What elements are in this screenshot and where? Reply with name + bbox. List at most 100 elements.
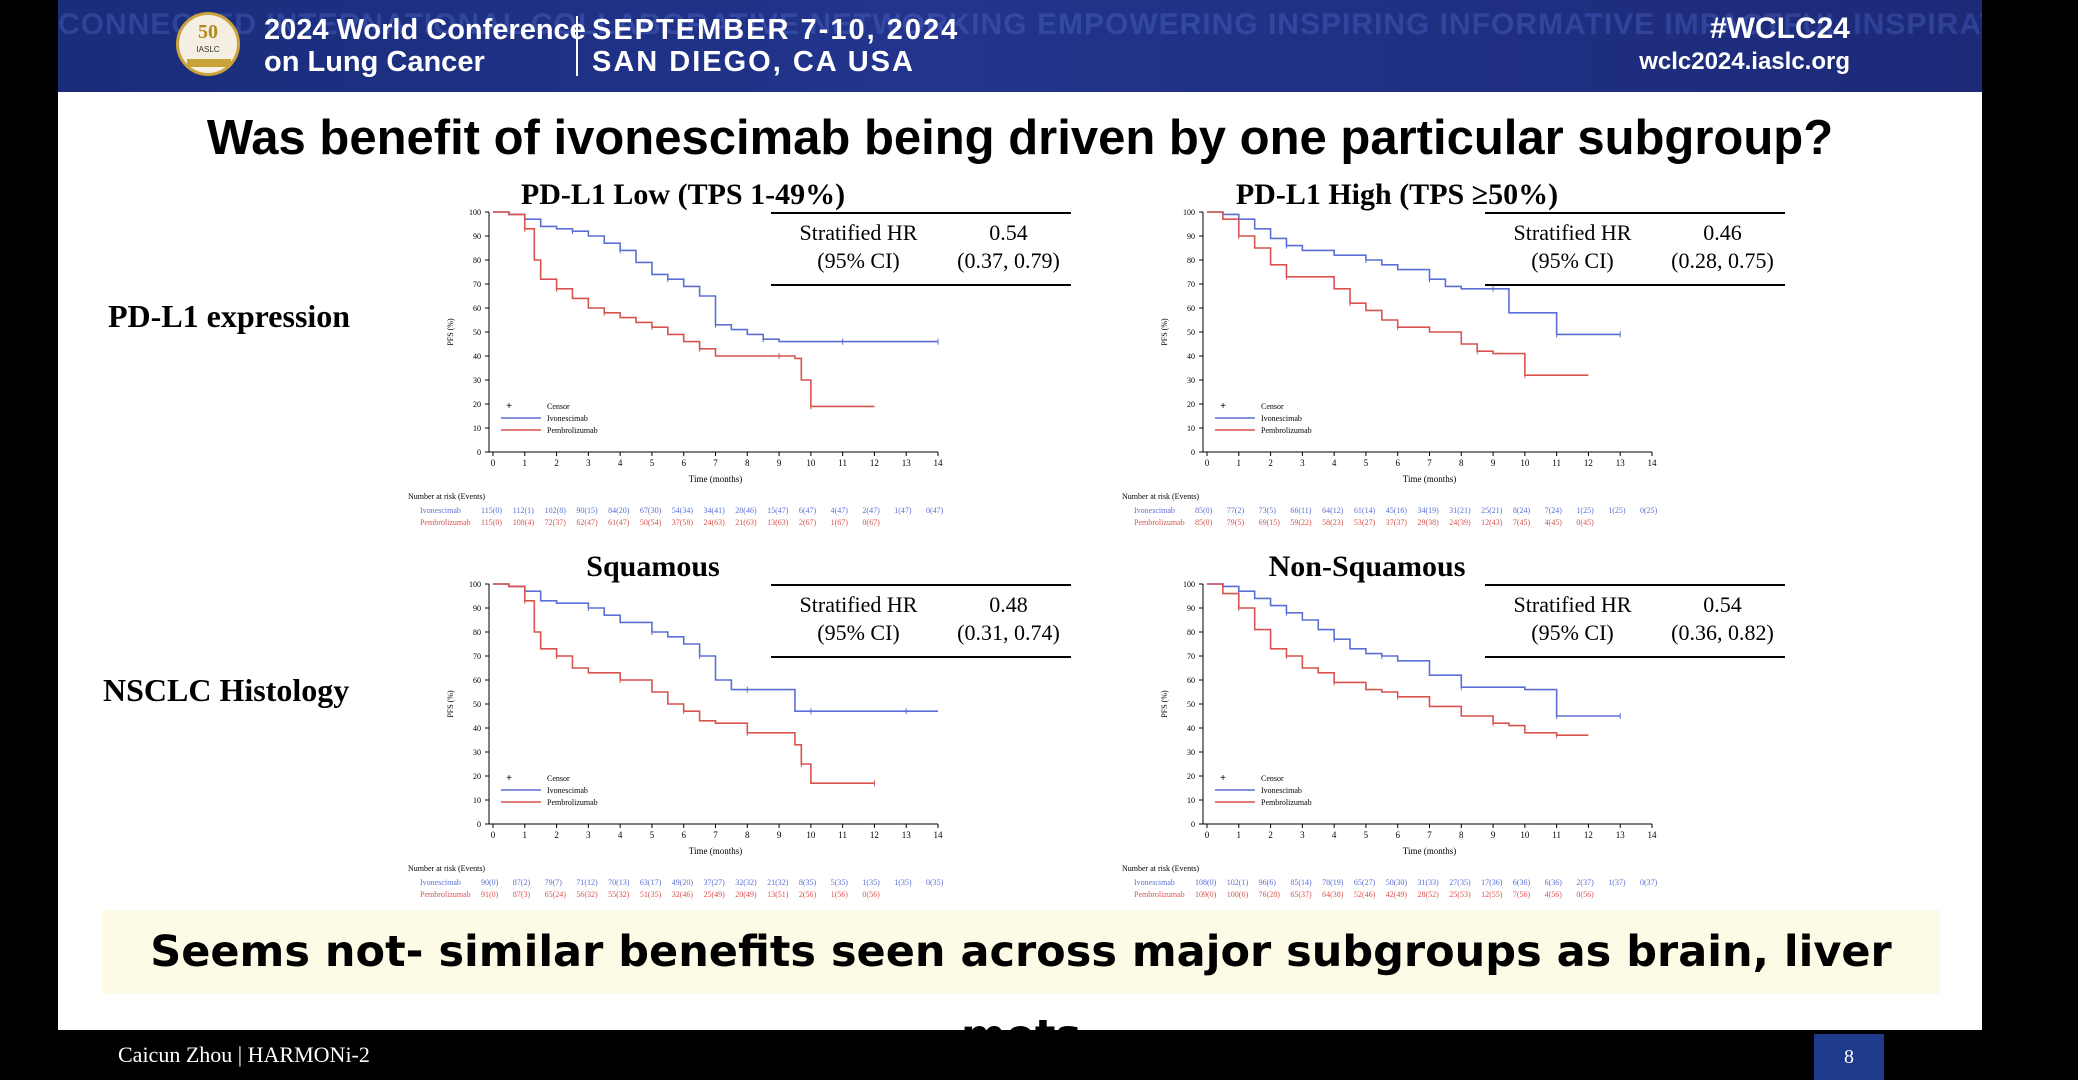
x-tick-label: 9: [1491, 830, 1496, 840]
risk-cell: 72(37): [544, 518, 566, 527]
risk-cell: 49(20): [671, 878, 694, 887]
risk-table-title: Number at risk (Events): [1122, 864, 1200, 873]
risk-row-name: Ivonescimab: [420, 878, 461, 887]
hr-value: 0.48: [989, 592, 1028, 617]
x-tick-label: 10: [1520, 458, 1530, 468]
x-tick-label: 3: [586, 458, 591, 468]
x-tick-label: 3: [586, 830, 591, 840]
x-tick-label: 11: [838, 830, 847, 840]
risk-cell: 5(35): [830, 878, 848, 887]
x-tick-label: 2: [1268, 830, 1273, 840]
x-tick-label: 5: [1364, 458, 1369, 468]
x-tick-label: 0: [1205, 830, 1210, 840]
x-tick-label: 7: [713, 458, 718, 468]
hr-value: 0.54: [1703, 592, 1742, 617]
hr-label: Stratified HR: [799, 220, 918, 245]
y-tick-label: 60: [1187, 676, 1195, 685]
risk-cell: 1(25): [1608, 506, 1626, 515]
y-tick-label: 30: [473, 748, 481, 757]
risk-cell: 54(34): [671, 506, 694, 515]
y-tick-label: 40: [473, 724, 481, 733]
risk-row-name: Pembrolizumab: [1134, 518, 1185, 527]
y-tick-label: 50: [473, 700, 481, 709]
ci-label: (95% CI): [817, 248, 900, 273]
risk-cell: 34(19): [1417, 506, 1439, 515]
legend-censor-symbol: +: [506, 773, 512, 784]
y-tick-label: 100: [469, 208, 481, 217]
ci-value: (0.36, 0.82): [1671, 620, 1774, 645]
risk-cell: 21(32): [767, 878, 789, 887]
hazard-ratio-box: Stratified HR 0.48 (95% CI) (0.31, 0.74): [771, 584, 1071, 658]
row-label-pdl1: PD-L1 expression: [108, 298, 351, 334]
x-tick-label: 13: [902, 830, 912, 840]
km-curve-ivonescimab: [493, 211, 938, 343]
risk-cell: 6(36): [1512, 878, 1531, 887]
risk-cell: 1(37): [1608, 878, 1626, 887]
risk-cell: 32(46): [671, 890, 694, 899]
risk-cell: 17(36): [1481, 878, 1503, 887]
y-axis-label: PFS (%): [1160, 690, 1169, 718]
risk-cell: 37(37): [1385, 518, 1408, 527]
risk-cell: 69(15): [1258, 518, 1280, 527]
x-tick-label: 13: [902, 458, 912, 468]
risk-cell: 63(17): [639, 878, 662, 887]
risk-cell: 85(0): [1195, 506, 1213, 515]
risk-cell: 32(32): [735, 878, 757, 887]
y-tick-label: 60: [473, 304, 481, 313]
risk-cell: 65(24): [544, 890, 566, 899]
y-tick-label: 50: [1187, 700, 1195, 709]
risk-cell: 4(45): [1544, 518, 1562, 527]
risk-cell: 37(27): [703, 878, 725, 887]
risk-cell: 37(58): [671, 518, 694, 527]
risk-cell: 76(28): [1258, 890, 1280, 899]
x-tick-label: 1: [523, 830, 528, 840]
risk-cell: 102(8): [544, 506, 566, 515]
y-tick-label: 10: [1187, 424, 1195, 433]
risk-cell: 61(47): [608, 518, 630, 527]
y-tick-label: 40: [1187, 352, 1195, 361]
risk-table-title: Number at risk (Events): [408, 492, 486, 501]
x-tick-label: 12: [870, 830, 879, 840]
legend-label: Pembrolizumab: [547, 426, 598, 435]
y-axis-label: PFS (%): [446, 690, 455, 718]
risk-row-name: Ivonescimab: [420, 506, 461, 515]
risk-cell: 1(47): [894, 506, 912, 515]
x-tick-label: 14: [934, 458, 944, 468]
risk-cell: 96(6): [1258, 878, 1276, 887]
x-tick-label: 2: [554, 830, 559, 840]
legend-label: Ivonescimab: [547, 414, 588, 423]
risk-cell: 0(67): [862, 518, 880, 527]
risk-cell: 25(21): [1481, 506, 1503, 515]
risk-cell: 0(56): [862, 890, 880, 899]
x-tick-label: 7: [713, 830, 718, 840]
x-tick-label: 5: [1364, 830, 1369, 840]
summary-callout: Seems not- similar benefits seen across …: [102, 910, 1940, 1061]
risk-cell: 1(25): [1576, 506, 1594, 515]
risk-cell: 24(63): [703, 518, 725, 527]
risk-cell: 87(3): [512, 890, 531, 899]
risk-cell: 85(0): [1195, 518, 1213, 527]
x-tick-label: 11: [1552, 830, 1561, 840]
x-tick-label: 13: [1616, 830, 1626, 840]
risk-cell: 2(67): [798, 518, 817, 527]
y-tick-label: 20: [1187, 772, 1195, 781]
y-tick-label: 90: [473, 232, 481, 241]
legend-label: Ivonescimab: [1261, 786, 1302, 795]
risk-cell: 24(39): [1449, 518, 1471, 527]
x-tick-label: 7: [1427, 830, 1432, 840]
risk-cell: 90(15): [576, 506, 598, 515]
hazard-ratio-box: Stratified HR 0.46 (95% CI) (0.28, 0.75): [1485, 212, 1785, 286]
y-tick-label: 10: [473, 796, 481, 805]
risk-cell: 0(56): [1576, 890, 1594, 899]
ci-label: (95% CI): [1531, 620, 1614, 645]
y-tick-label: 10: [473, 424, 481, 433]
risk-cell: 34(41): [703, 506, 725, 515]
risk-cell: 90(0): [481, 878, 499, 887]
hr-label: Stratified HR: [1513, 220, 1632, 245]
y-tick-label: 100: [1183, 208, 1195, 217]
km-title-squamous: Squamous: [586, 550, 720, 583]
risk-cell: 2(56): [798, 890, 817, 899]
km-plot-svg: 0 1 2 3 4 5 6 7 8 9 10 11 12 13 1401020304050607080901…: [1160, 208, 1657, 484]
risk-cell: 27(35): [1449, 878, 1471, 887]
y-tick-label: 20: [1187, 400, 1195, 409]
